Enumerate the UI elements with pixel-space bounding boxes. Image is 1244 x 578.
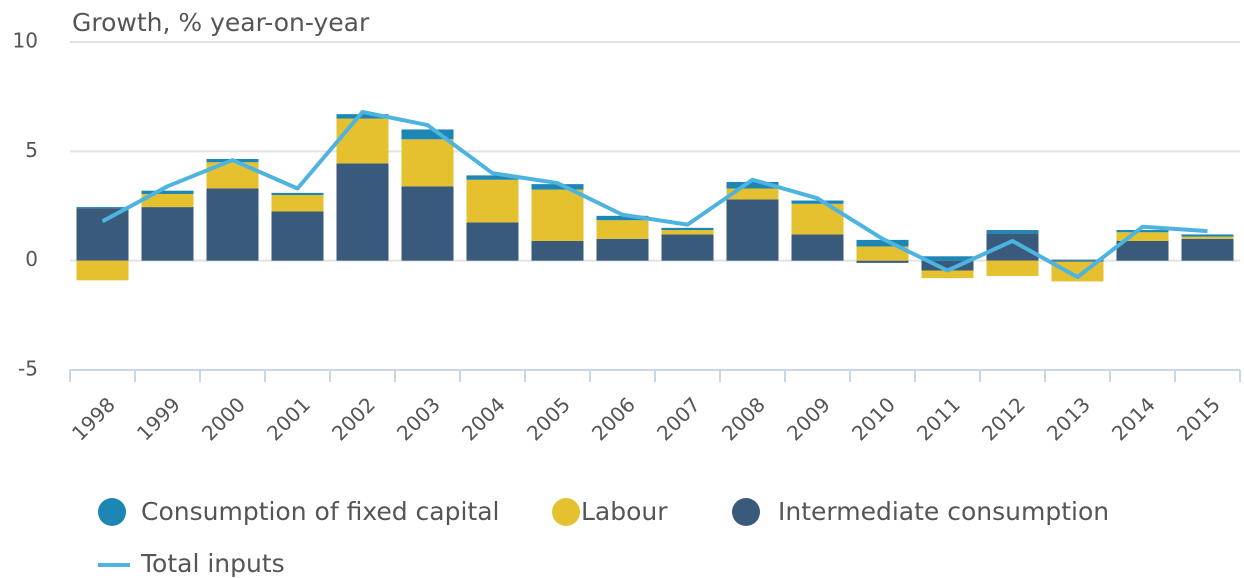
bar	[336, 118, 389, 164]
bar	[401, 186, 454, 261]
bar	[856, 239, 909, 247]
bar	[141, 207, 194, 261]
bar	[76, 208, 129, 261]
bar	[141, 193, 194, 208]
x-tick-label: 2012	[977, 392, 1030, 445]
bar	[726, 188, 779, 200]
bar	[921, 256, 974, 261]
legend-label: Consumption of fixed capital	[141, 497, 499, 526]
bar	[661, 230, 714, 235]
bar	[466, 222, 519, 261]
bar	[76, 207, 129, 209]
bar	[206, 188, 259, 261]
line	[101, 109, 1208, 280]
x-tick-label: 2010	[847, 392, 900, 445]
bar	[986, 230, 1039, 234]
bar	[1051, 259, 1104, 261]
bar	[401, 129, 454, 140]
x-tick-label: 1999	[132, 392, 185, 445]
x-tick-label: 2008	[717, 392, 770, 445]
bar	[1181, 238, 1234, 261]
x-tick-label: 2004	[457, 392, 510, 445]
y-tick-label: 10	[13, 29, 38, 53]
bar	[531, 189, 584, 241]
bar	[856, 246, 909, 261]
bar	[401, 139, 454, 187]
bar	[791, 200, 844, 204]
x-tick-label: 2000	[197, 392, 250, 445]
y-tick-label: 0	[25, 247, 38, 271]
bar	[466, 175, 519, 180]
bar	[271, 192, 324, 196]
bar	[921, 270, 974, 279]
legend-label: Labour	[581, 497, 668, 526]
y-tick-label: -5	[18, 357, 38, 381]
x-tick-label: 2009	[782, 392, 835, 445]
legend-marker	[98, 498, 126, 526]
bar	[986, 233, 1039, 261]
bar	[1116, 240, 1169, 261]
legend-label: Intermediate consumption	[778, 497, 1109, 526]
y-tick-label: 5	[25, 138, 38, 162]
bar	[726, 181, 779, 189]
bar	[856, 260, 909, 263]
x-tick-label: 2003	[392, 392, 445, 445]
legend-label: Total inputs	[140, 549, 285, 578]
bar	[661, 227, 714, 231]
bar	[336, 114, 389, 119]
bar	[596, 238, 649, 261]
bar	[726, 199, 779, 261]
y-axis-label: Growth, % year-on-year	[72, 8, 370, 37]
x-tick-label: 1998	[67, 392, 120, 445]
bar	[531, 240, 584, 261]
bar	[271, 195, 324, 212]
x-tick-label: 2015	[1172, 392, 1225, 445]
bar	[466, 179, 519, 223]
bar	[596, 220, 649, 239]
x-tick-label: 2011	[912, 392, 965, 445]
bar	[531, 184, 584, 190]
bar	[1181, 234, 1234, 237]
bar	[1116, 232, 1169, 241]
legend-marker	[732, 498, 760, 526]
bar	[986, 260, 1039, 276]
bar	[1181, 236, 1234, 239]
x-tick-label: 2001	[262, 392, 315, 445]
x-tick-label: 2002	[327, 392, 380, 445]
bar	[141, 190, 194, 194]
x-tick-label: 2014	[1107, 392, 1160, 445]
x-tick-label: 2006	[587, 392, 640, 445]
bar	[791, 234, 844, 261]
bar	[1051, 260, 1104, 262]
bar	[596, 215, 649, 221]
x-tick-label: 2005	[522, 392, 575, 445]
bar	[921, 260, 974, 271]
legend-marker	[552, 498, 580, 526]
bar	[336, 163, 389, 261]
bar	[661, 234, 714, 261]
x-tick-label: 2013	[1042, 392, 1095, 445]
x-tick-label: 2007	[652, 392, 705, 445]
bar	[1116, 230, 1169, 233]
bar	[271, 211, 324, 261]
bar	[76, 260, 129, 281]
